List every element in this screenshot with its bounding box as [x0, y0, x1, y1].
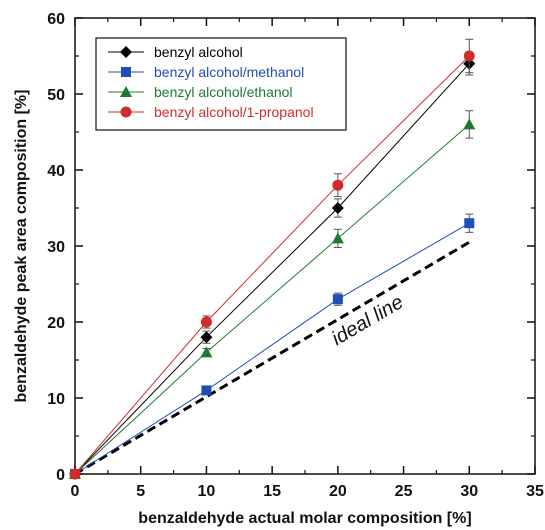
data-point: [332, 179, 344, 191]
y-tick-label: 0: [56, 467, 65, 484]
data-point: [200, 331, 213, 344]
legend-label: benzyl alcohol/1-propanol: [154, 104, 314, 120]
x-tick-label: 35: [526, 483, 544, 500]
legend-label: benzyl alcohol/methanol: [154, 64, 304, 80]
axes: 0 5 10 15 20 25 30 35 0 10 20 30 40 50 60: [47, 11, 544, 500]
legend-box: [95, 37, 347, 131]
data-point: [200, 316, 212, 328]
series-2: [69, 110, 476, 479]
data-point: [331, 202, 344, 214]
legend-marker: [121, 67, 131, 77]
data-point: [69, 468, 81, 480]
data-point: [200, 346, 213, 358]
x-tick-label: 0: [71, 483, 80, 500]
data-point: [331, 232, 344, 244]
data-point: [464, 218, 475, 229]
series-line: [74, 124, 470, 475]
legend-marker: [120, 46, 132, 58]
legend: benzyl alcohol benzyl alcohol/methanol ben…: [95, 37, 347, 131]
x-tick-label: 20: [329, 483, 347, 500]
y-tick-label: 20: [47, 315, 65, 332]
series-line: [74, 63, 470, 475]
legend-marker: [120, 106, 132, 118]
legend-label: benzyl alcohol: [154, 44, 243, 60]
legend-label: benzyl alcohol/ethanol: [154, 84, 293, 100]
series-line: [74, 222, 470, 475]
x-tick-label: 15: [263, 483, 281, 500]
y-tick-label: 10: [47, 391, 65, 408]
data-point: [463, 118, 476, 130]
legend-marker: [120, 86, 132, 97]
series-line: [74, 55, 470, 475]
data-point: [201, 385, 212, 396]
x-axis-label: benzaldehyde actual molar composition [%…: [138, 510, 471, 527]
x-tick-label: 30: [460, 483, 478, 500]
x-tick-label: 5: [136, 483, 145, 500]
data-point: [332, 294, 343, 305]
x-tick-label: 25: [395, 483, 413, 500]
x-tick-label: 10: [198, 483, 216, 500]
y-tick-label: 30: [47, 239, 65, 256]
series-3: [69, 38, 475, 480]
plot-area: [69, 38, 476, 480]
y-tick-label: 50: [47, 87, 65, 104]
ideal-line: [74, 240, 471, 476]
y-tick-label: 40: [47, 163, 65, 180]
data-point: [463, 50, 475, 62]
y-tick-label: 60: [47, 11, 65, 28]
y-axis-label: benzaldehyde peak area composition [%]: [13, 90, 30, 403]
